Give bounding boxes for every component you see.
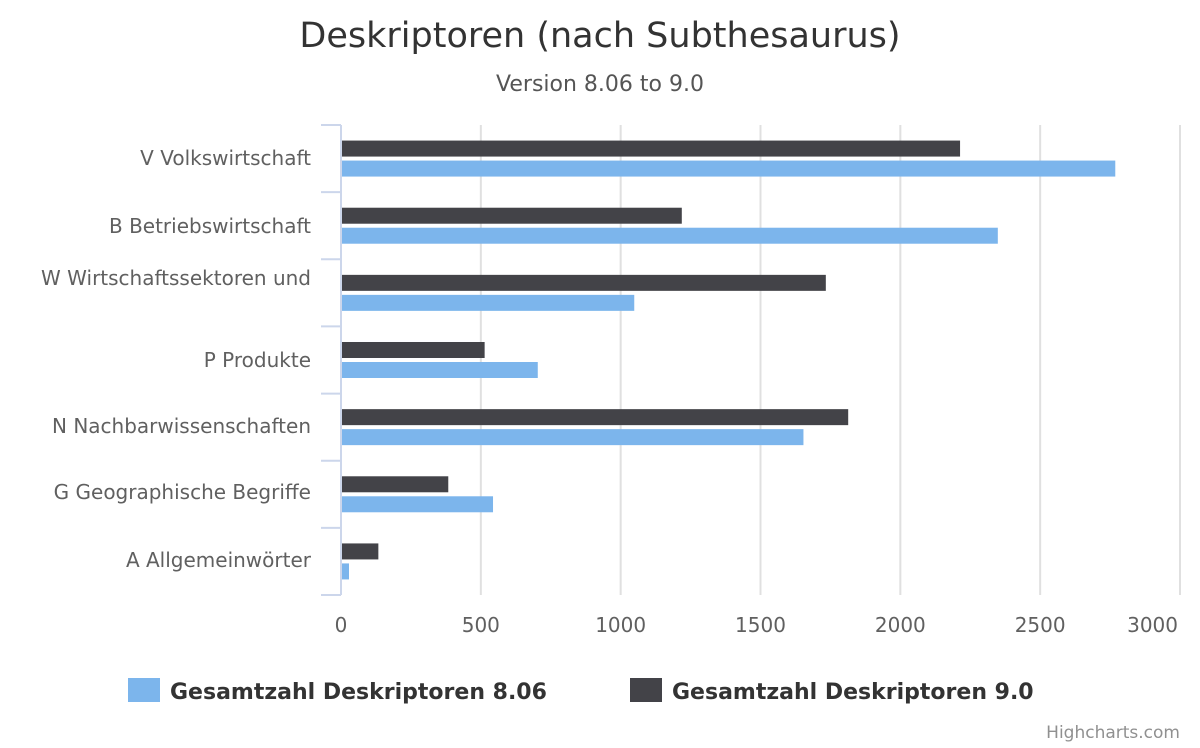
bar-v90-1[interactable]	[342, 207, 682, 224]
bar-v90-5[interactable]	[342, 476, 449, 493]
value-tick-label: 1500	[735, 613, 786, 637]
credits-link[interactable]: Highcharts.com	[1046, 723, 1180, 743]
bar-v90-6[interactable]	[342, 543, 379, 560]
bar-v806-0[interactable]	[342, 160, 1116, 177]
category-label: G Geographische Begriffe	[54, 480, 311, 504]
legend-swatch	[630, 678, 662, 702]
category-label: W Wirtschaftssektoren und	[41, 266, 311, 290]
value-tick-label: 0	[335, 613, 348, 637]
bars	[342, 140, 1116, 580]
legend-swatch	[128, 678, 160, 702]
category-axis	[321, 124, 342, 596]
category-label: V Volkswirtschaft	[140, 146, 311, 170]
grid-lines	[479, 125, 1181, 595]
category-label: P Produkte	[204, 348, 311, 372]
bar-v90-4[interactable]	[342, 409, 849, 426]
value-tick-label: 2000	[875, 613, 926, 637]
chart-title: Deskriptoren (nach Subthesaurus)	[299, 16, 900, 56]
value-tick-label: 1000	[595, 613, 646, 637]
chart-subtitle: Version 8.06 to 9.0	[496, 72, 704, 97]
bar-v806-2[interactable]	[342, 294, 635, 311]
category-label: N Nachbarwissenschaften	[52, 414, 311, 438]
category-label: A Allgemeinwörter	[126, 548, 312, 572]
bar-v806-6[interactable]	[342, 563, 349, 580]
legend: Gesamtzahl Deskriptoren 8.06 Gesamtzahl D…	[128, 678, 1034, 705]
category-label: B Betriebswirtschaft	[109, 214, 311, 238]
legend-label: Gesamtzahl Deskriptoren 8.06	[170, 680, 547, 705]
category-labels: V Volkswirtschaft B Betriebswirtschaft W W…	[41, 146, 312, 572]
bar-v90-2[interactable]	[342, 274, 826, 291]
legend-label: Gesamtzahl Deskriptoren 9.0	[672, 680, 1034, 705]
bar-v806-4[interactable]	[342, 429, 804, 446]
bar-v806-3[interactable]	[342, 362, 538, 378]
legend-item-v90[interactable]: Gesamtzahl Deskriptoren 9.0	[630, 678, 1034, 705]
bar-v90-0[interactable]	[342, 140, 961, 157]
bar-v90-3[interactable]	[342, 342, 485, 358]
legend-item-v806[interactable]: Gesamtzahl Deskriptoren 8.06	[128, 678, 547, 705]
value-tick-label: 500	[462, 613, 500, 637]
bar-v806-5[interactable]	[342, 496, 494, 513]
value-axis-labels: 0 500 1000 1500 2000 2500 3000	[335, 613, 1178, 637]
value-tick-label: 2500	[1015, 613, 1066, 637]
bar-v806-1[interactable]	[342, 227, 998, 244]
value-tick-label: 3000	[1127, 613, 1178, 637]
